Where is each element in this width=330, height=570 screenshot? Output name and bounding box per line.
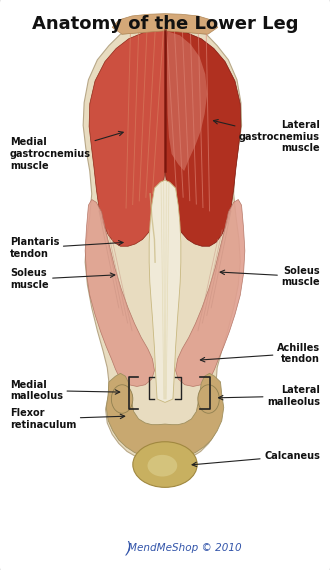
Text: Lateral
malleolus: Lateral malleolus: [218, 385, 320, 407]
Polygon shape: [167, 31, 207, 171]
Text: Medial
malleolus: Medial malleolus: [10, 380, 120, 401]
Text: Flexor
retinaculum: Flexor retinaculum: [10, 408, 125, 430]
Polygon shape: [106, 373, 224, 459]
Text: Lateral
gastrocnemius
muscle: Lateral gastrocnemius muscle: [214, 120, 320, 153]
Polygon shape: [89, 30, 165, 246]
Text: Achilles
tendon: Achilles tendon: [200, 343, 320, 364]
Text: Plantaris
tendon: Plantaris tendon: [10, 237, 123, 259]
Ellipse shape: [112, 385, 133, 413]
Polygon shape: [112, 14, 218, 34]
Polygon shape: [165, 30, 241, 246]
Ellipse shape: [198, 385, 219, 413]
Text: Soleus
muscle: Soleus muscle: [220, 266, 320, 287]
Polygon shape: [149, 180, 181, 402]
Text: Soleus
muscle: Soleus muscle: [10, 268, 115, 290]
Polygon shape: [85, 200, 154, 386]
Polygon shape: [176, 200, 245, 386]
Text: Anatomy of the Lower Leg: Anatomy of the Lower Leg: [32, 15, 298, 33]
Text: ): ): [126, 541, 132, 556]
Text: Calcaneus: Calcaneus: [192, 451, 320, 467]
Polygon shape: [83, 30, 242, 461]
Ellipse shape: [133, 442, 197, 487]
Text: MendMeShop © 2010: MendMeShop © 2010: [128, 543, 242, 553]
Ellipse shape: [148, 455, 177, 477]
Text: Medial
gastrocnemius
muscle: Medial gastrocnemius muscle: [10, 131, 123, 170]
